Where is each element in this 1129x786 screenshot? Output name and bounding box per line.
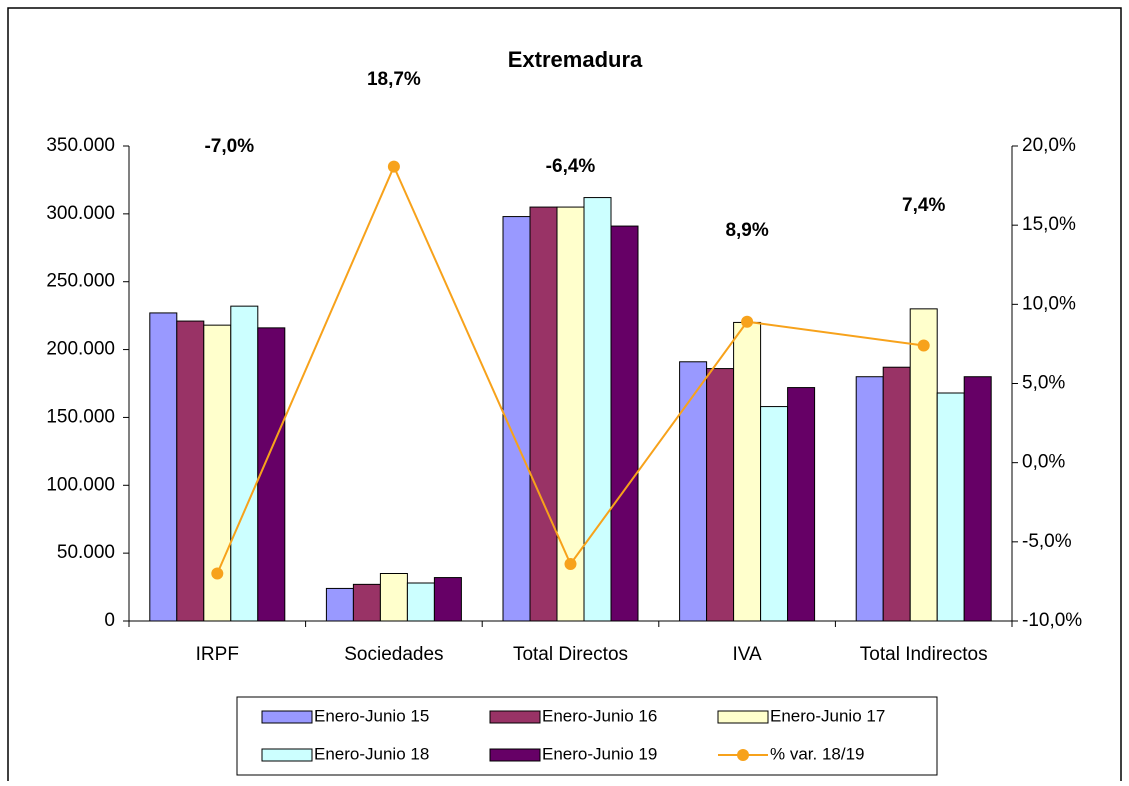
bar [760,406,789,622]
legend-label: Enero-Junio 17 [770,706,885,725]
bar [679,361,708,622]
data-label: 18,7% [367,69,421,90]
bar [502,216,531,622]
y-tick-label: 350.000 [46,135,115,156]
legend-swatch [261,748,313,762]
bar [203,324,232,622]
legend-label: Enero-Junio 18 [314,744,429,763]
y-tick-label: 250.000 [46,271,115,292]
y2-tick-label: 5,0% [1022,373,1065,394]
bar [936,392,965,622]
x-tick-label: Sociedades [344,644,443,665]
bar [257,327,286,622]
bar [325,587,354,622]
bar [909,308,938,622]
bar [529,206,558,622]
x-tick-label: IVA [732,644,762,665]
legend-swatch [489,748,541,762]
x-tick-label: Total Directos [513,644,628,665]
legend-swatch [717,710,769,724]
line-point [564,558,577,570]
data-label: -6,4% [546,156,596,177]
bar [855,376,884,622]
legend-label: % var. 18/19 [770,744,865,763]
bar [149,312,178,622]
legend-box [236,696,938,776]
bar [583,197,612,622]
y2-tick-label: -10,0% [1022,610,1082,631]
bar [882,366,911,622]
line-point [917,339,930,352]
x-tick-label: Total Indirectos [860,644,988,665]
bar [406,582,435,622]
data-label: 8,9% [725,220,768,241]
data-label: -7,0% [204,136,254,157]
legend-marker [737,749,749,761]
line-point [387,160,400,173]
y2-tick-label: 0,0% [1022,452,1065,473]
legend-swatch [489,710,541,724]
legend-label: Enero-Junio 15 [314,706,429,725]
y-tick-label: 200.000 [46,339,115,360]
bar [352,583,381,622]
y2-tick-label: 20,0% [1022,135,1076,156]
bar [733,321,762,622]
bar [176,320,205,622]
bar [706,368,735,622]
y-tick-label: 100.000 [46,474,115,495]
line-point [741,315,754,328]
y-tick-label: 150.000 [46,406,115,427]
line-point [211,567,224,580]
x-tick-label: IRPF [196,644,239,665]
bar [787,387,816,622]
y2-tick-label: 10,0% [1022,293,1076,314]
bar [433,577,462,622]
bar [610,225,639,622]
legend-label: Enero-Junio 16 [542,706,657,725]
y-tick-label: 300.000 [46,203,115,224]
y2-tick-label: -5,0% [1022,531,1072,552]
bar [379,573,408,622]
legend-label: Enero-Junio 19 [542,744,657,763]
bar [230,305,259,622]
y-tick-label: 50.000 [57,542,115,563]
legend-swatch [261,710,313,724]
chart-title: Extremadura [508,47,643,72]
y-tick-label: 0 [104,610,115,631]
data-label: 7,4% [902,195,945,216]
y2-tick-label: 15,0% [1022,214,1076,235]
bar [963,376,992,622]
